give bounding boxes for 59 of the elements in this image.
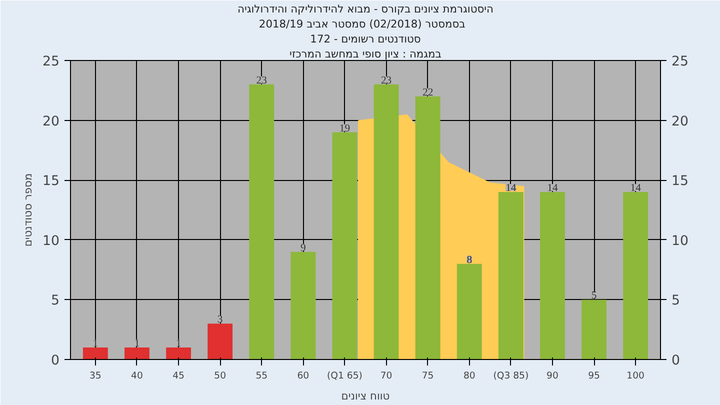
data-label: 1	[92, 338, 98, 350]
bar	[332, 132, 358, 360]
x-tick-label: 90	[546, 370, 558, 382]
bar	[249, 84, 274, 360]
data-label: 14	[630, 183, 642, 194]
data-label: 1	[176, 338, 182, 350]
chart-title: היסטוגרמת ציונים בקורס - מבוא להידרוליקה והידרולוגיה	[238, 2, 494, 16]
y-tick-label: 5	[51, 294, 60, 309]
bar	[290, 252, 316, 360]
x-tick-label: 45	[172, 370, 185, 382]
bar	[582, 300, 606, 360]
x-tick-label: (Q3 85)	[493, 370, 529, 382]
data-label: 14	[547, 183, 558, 194]
x-tick-label: 35	[89, 370, 102, 382]
y-axis-title: מספר סטודנטים	[22, 173, 35, 247]
data-label: 1	[134, 338, 140, 350]
bar	[374, 84, 399, 360]
data-label: 23	[380, 75, 392, 86]
y-tick-label: 0	[51, 354, 60, 368]
y2-tick-label: 20	[672, 114, 688, 130]
data-label: 5	[591, 290, 597, 302]
x-tick-label: 80	[463, 370, 476, 382]
y2-tick-label: 0	[672, 354, 680, 368]
x-axis-title: טווח ציונים	[341, 390, 390, 402]
data-label: 19	[339, 123, 350, 134]
x-tick-label: 75	[422, 370, 434, 382]
x-tick-label: 55	[256, 370, 268, 382]
y-tick-label: 25	[42, 54, 60, 70]
bar	[208, 324, 233, 360]
bar	[82, 348, 108, 360]
bar	[166, 348, 191, 360]
chart-subtitle: בסמסטר (02/2018) סמסטר אביב 2018/19	[258, 18, 466, 30]
data-label: 3	[217, 314, 223, 326]
data-label: 14	[506, 183, 517, 194]
bar	[415, 96, 440, 360]
x-tick-label: 100	[626, 370, 645, 382]
y2-tick-label: 5	[672, 294, 680, 309]
y-tick-label: 20	[42, 114, 60, 130]
x-tick-label: 40	[131, 370, 143, 382]
y2-tick-label: 25	[672, 54, 688, 70]
text: במגמה : ציון סופי במחשב המרכזי	[290, 48, 442, 60]
bar	[498, 192, 524, 360]
x-tick-label: 60	[297, 370, 310, 382]
data-label: 9	[300, 242, 306, 254]
y2-tick-label: 15	[672, 174, 688, 190]
y2-tick-label: 10	[672, 234, 688, 249]
bar	[124, 348, 150, 360]
x-tick-label: 95	[588, 370, 600, 382]
data-label: 23	[256, 75, 267, 86]
x-tick-label: 70	[380, 370, 392, 382]
y-tick-label: 15	[42, 174, 60, 190]
bar	[540, 192, 565, 360]
bar	[623, 192, 648, 360]
x-tick-label: 50	[214, 370, 226, 382]
bar	[456, 264, 482, 360]
x-tick-label: (Q1 65)	[327, 370, 362, 382]
data-label: 22	[422, 87, 434, 98]
y-tick-label: 10	[42, 234, 60, 249]
text: סטודנטים רשומים - 172	[310, 32, 421, 46]
